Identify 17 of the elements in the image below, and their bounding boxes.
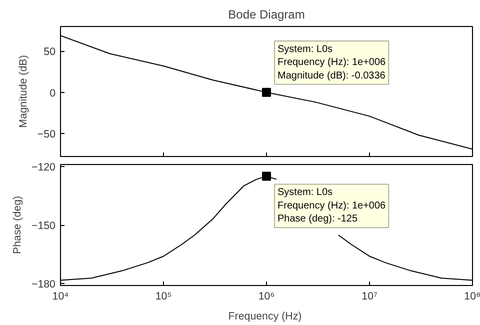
y-tick-label: 50 bbox=[44, 46, 56, 58]
y-axis-title: Magnitude (dB) bbox=[17, 55, 30, 128]
x-axis-title: Frequency (Hz) bbox=[228, 310, 302, 322]
x-tick-label: 10⁴ bbox=[52, 290, 70, 302]
annotation: System: L0s Frequency (Hz): 1e+006 Magnitude (dB): -0.0336 bbox=[278, 44, 386, 82]
y-tick-label: 0 bbox=[50, 87, 56, 100]
y-tick-label: −180 bbox=[31, 278, 56, 291]
x-tick-label: 10⁶ bbox=[258, 290, 275, 302]
y-tick-label: −50 bbox=[37, 128, 56, 140]
y-axis-title: Phase (deg) bbox=[11, 196, 24, 254]
annotation: System: L0s Frequency (Hz): 1e+006 Phase (deg): -125 bbox=[278, 187, 386, 225]
x-tick-label: 10⁸ bbox=[464, 290, 480, 302]
y-tick-label: −150 bbox=[31, 220, 56, 232]
x-tick-label: 10⁵ bbox=[155, 290, 172, 302]
y-tick-label: −120 bbox=[31, 161, 56, 174]
x-tick-label: 10⁷ bbox=[362, 290, 378, 302]
chart-title: Bode Diagram bbox=[228, 8, 305, 22]
